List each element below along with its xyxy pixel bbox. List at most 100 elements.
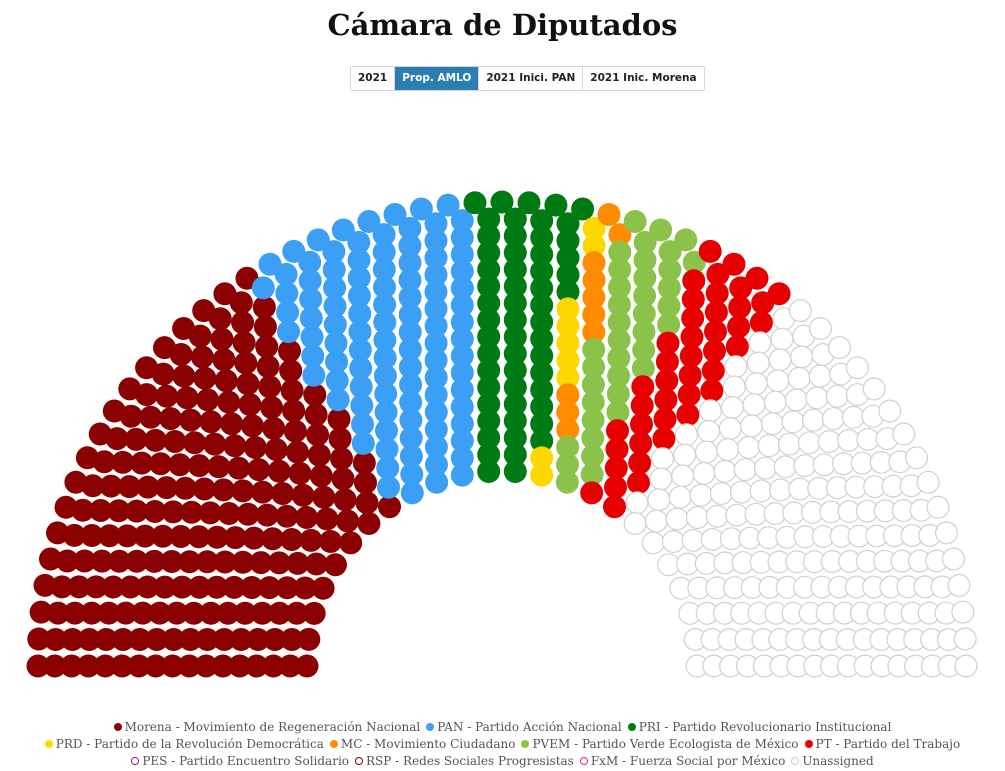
seat-pvem[interactable] bbox=[607, 310, 631, 334]
seat-morena[interactable] bbox=[73, 549, 97, 573]
seat-morena[interactable] bbox=[192, 477, 216, 501]
seat-morena[interactable] bbox=[160, 550, 184, 573]
seat-unassigned[interactable] bbox=[729, 480, 753, 504]
seat-pan[interactable] bbox=[450, 293, 474, 317]
seat-pri[interactable] bbox=[463, 191, 487, 215]
seat-morena[interactable] bbox=[117, 475, 141, 499]
seat-morena[interactable] bbox=[208, 307, 232, 331]
seat-morena[interactable] bbox=[354, 471, 377, 495]
seat-pt[interactable] bbox=[604, 475, 627, 499]
seat-pt[interactable] bbox=[627, 471, 650, 495]
seat-morena[interactable] bbox=[143, 500, 167, 523]
seat-pan[interactable] bbox=[398, 251, 422, 275]
seat-pt[interactable] bbox=[653, 407, 677, 431]
seat-pvem[interactable] bbox=[658, 240, 682, 264]
seat-morena[interactable] bbox=[162, 628, 186, 651]
seat-unassigned[interactable] bbox=[790, 345, 814, 369]
seat-morena[interactable] bbox=[107, 549, 131, 573]
seat-pan[interactable] bbox=[298, 269, 322, 293]
seat-morena[interactable] bbox=[234, 351, 258, 375]
seat-morena[interactable] bbox=[231, 550, 255, 574]
seat-morena[interactable] bbox=[323, 553, 347, 577]
seat-morena[interactable] bbox=[282, 399, 306, 423]
seat-pvem[interactable] bbox=[649, 218, 673, 242]
seat-morena[interactable] bbox=[195, 628, 219, 651]
seat-morena[interactable] bbox=[135, 383, 159, 407]
seat-morena[interactable] bbox=[63, 601, 87, 625]
seat-unassigned[interactable] bbox=[788, 299, 812, 323]
seat-pt[interactable] bbox=[728, 295, 752, 319]
seat-unassigned[interactable] bbox=[681, 528, 705, 552]
seat-morena[interactable] bbox=[339, 531, 363, 555]
seat-pan[interactable] bbox=[424, 435, 448, 459]
seat-pri[interactable] bbox=[477, 342, 501, 366]
seat-pan[interactable] bbox=[450, 209, 474, 233]
seat-morena[interactable] bbox=[210, 327, 234, 351]
seat-pvem[interactable] bbox=[581, 444, 605, 468]
seat-pan[interactable] bbox=[373, 310, 397, 334]
seat-morena[interactable] bbox=[198, 501, 222, 525]
seat-unassigned[interactable] bbox=[685, 506, 709, 530]
legend-item[interactable]: Unassigned bbox=[791, 753, 874, 770]
seat-morena[interactable] bbox=[98, 524, 121, 548]
seat-mc[interactable] bbox=[608, 223, 632, 247]
seat-pan[interactable] bbox=[373, 275, 396, 299]
seat-pt[interactable] bbox=[654, 388, 678, 412]
seat-unassigned[interactable] bbox=[892, 422, 916, 446]
seat-pri[interactable] bbox=[477, 460, 501, 483]
seat-pri[interactable] bbox=[477, 224, 501, 248]
seat-morena[interactable] bbox=[214, 369, 238, 393]
seat-morena[interactable] bbox=[80, 601, 104, 625]
seat-unassigned[interactable] bbox=[746, 351, 770, 375]
seat-morena[interactable] bbox=[312, 485, 336, 509]
seat-pri[interactable] bbox=[503, 325, 527, 349]
seat-pri[interactable] bbox=[530, 226, 554, 249]
seat-morena[interactable] bbox=[161, 654, 184, 678]
seat-pan[interactable] bbox=[299, 306, 323, 330]
seat-morena[interactable] bbox=[280, 528, 304, 551]
seat-morena[interactable] bbox=[39, 547, 62, 571]
seat-morena[interactable] bbox=[207, 455, 231, 479]
seat-morena[interactable] bbox=[170, 575, 194, 599]
seat-pan[interactable] bbox=[325, 350, 349, 374]
seat-pan[interactable] bbox=[399, 444, 423, 468]
seat-morena[interactable] bbox=[330, 447, 353, 471]
seat-pan[interactable] bbox=[398, 303, 422, 327]
seat-pan[interactable] bbox=[251, 276, 275, 300]
seat-pri[interactable] bbox=[477, 207, 501, 231]
seat-morena[interactable] bbox=[220, 412, 244, 436]
seat-pri[interactable] bbox=[477, 358, 501, 382]
seat-morena[interactable] bbox=[97, 601, 121, 625]
legend-item[interactable]: FxM - Fuerza Social por México bbox=[579, 753, 785, 770]
seat-pan[interactable] bbox=[274, 262, 298, 286]
seat-pan[interactable] bbox=[375, 419, 398, 443]
seat-pt[interactable] bbox=[652, 427, 676, 451]
seat-pan[interactable] bbox=[425, 453, 448, 477]
seat-unassigned[interactable] bbox=[916, 470, 940, 494]
seat-pan[interactable] bbox=[299, 287, 323, 311]
seat-pvem[interactable] bbox=[581, 426, 605, 450]
seat-pan[interactable] bbox=[399, 390, 423, 414]
seat-morena[interactable] bbox=[76, 654, 100, 678]
seat-pan[interactable] bbox=[450, 226, 474, 249]
seat-pvem[interactable] bbox=[633, 230, 657, 254]
seat-morena[interactable] bbox=[127, 654, 151, 678]
seat-morena[interactable] bbox=[139, 405, 163, 429]
seat-prd[interactable] bbox=[582, 234, 606, 258]
seat-pan[interactable] bbox=[450, 446, 474, 470]
seat-unassigned[interactable] bbox=[757, 434, 781, 458]
seat-morena[interactable] bbox=[93, 654, 117, 678]
seat-morena[interactable] bbox=[260, 396, 284, 419]
seat-pt[interactable] bbox=[705, 281, 729, 305]
seat-morena[interactable] bbox=[275, 504, 299, 528]
seat-unassigned[interactable] bbox=[748, 331, 772, 355]
seat-morena[interactable] bbox=[27, 627, 51, 651]
seat-unassigned[interactable] bbox=[777, 432, 801, 456]
seat-pri[interactable] bbox=[530, 276, 554, 300]
seat-pt[interactable] bbox=[676, 403, 700, 427]
seat-morena[interactable] bbox=[194, 654, 218, 678]
seat-pri[interactable] bbox=[477, 291, 501, 315]
seat-unassigned[interactable] bbox=[801, 408, 825, 432]
seat-morena[interactable] bbox=[175, 386, 199, 410]
seat-morena[interactable] bbox=[302, 601, 326, 625]
